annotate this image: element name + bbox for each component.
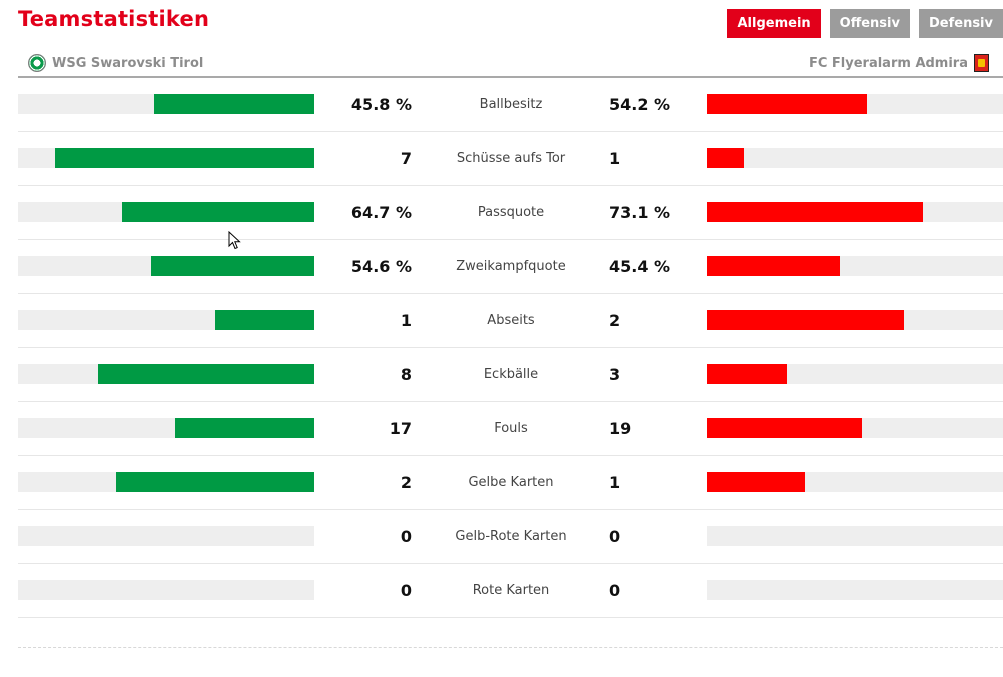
stats-tabs: Allgemein Offensiv Defensiv	[727, 9, 1003, 38]
stat-label: Passquote	[477, 205, 545, 220]
away-value: 54.2 %	[609, 95, 671, 114]
home-bar-fill	[97, 364, 314, 384]
stat-row: 2 Gelbe Karten 1	[18, 456, 1003, 510]
home-value: 64.7 %	[350, 203, 412, 222]
home-bar-track	[18, 94, 314, 114]
home-bar-track	[18, 526, 314, 546]
away-value: 0	[609, 527, 621, 546]
home-bar-fill	[121, 202, 314, 222]
home-value: 2	[400, 473, 412, 492]
home-bar-track	[18, 202, 314, 222]
stat-row: 7 Schüsse aufs Tor 1	[18, 132, 1003, 186]
away-value: 1	[609, 473, 621, 492]
tab-defensiv[interactable]: Defensiv	[918, 9, 1003, 38]
home-bar-fill	[174, 418, 314, 438]
away-bar-fill	[707, 418, 863, 438]
away-bar-fill	[707, 256, 841, 276]
home-value: 17	[389, 419, 412, 438]
home-value: 45.8 %	[350, 95, 412, 114]
stat-label: Eckbälle	[483, 367, 539, 382]
home-team: WSG Swarovski Tirol	[28, 54, 203, 72]
stat-row: 0 Gelb-Rote Karten 0	[18, 510, 1003, 564]
stat-label: Zweikampfquote	[456, 259, 566, 274]
home-value: 7	[400, 149, 412, 168]
mouse-cursor-icon	[228, 231, 241, 250]
away-bar-track	[707, 472, 1003, 492]
home-bar-fill	[55, 148, 314, 168]
away-bar-track	[707, 310, 1003, 330]
home-bar-track	[18, 580, 314, 600]
admira-crest-icon	[974, 54, 989, 72]
stats-table: 45.8 % Ballbesitz 54.2 % 7 Schüsse aufs Tor 1…	[18, 78, 1003, 618]
stat-row: 8 Eckbälle 3	[18, 348, 1003, 402]
stat-row: 1 Abseits 2	[18, 294, 1003, 348]
stat-label: Schüsse aufs Tor	[456, 151, 566, 166]
away-value: 19	[609, 419, 632, 438]
away-bar-track	[707, 256, 1003, 276]
away-value: 3	[609, 365, 621, 384]
stat-row: 45.8 % Ballbesitz 54.2 %	[18, 78, 1003, 132]
stat-label: Gelb-Rote Karten	[455, 529, 567, 544]
stat-row: 0 Rote Karten 0	[18, 564, 1003, 618]
away-bar-fill	[707, 94, 867, 114]
away-bar-fill	[707, 202, 924, 222]
team-header: WSG Swarovski Tirol FC Flyeralarm Admira	[18, 48, 1003, 78]
away-team: FC Flyeralarm Admira	[809, 54, 989, 72]
tab-allgemein[interactable]: Allgemein	[727, 9, 821, 38]
home-team-name: WSG Swarovski Tirol	[52, 55, 204, 71]
home-bar-track	[18, 310, 314, 330]
divider	[18, 647, 1003, 648]
stat-label: Gelbe Karten	[468, 475, 554, 490]
away-bar-fill	[707, 364, 787, 384]
home-value: 0	[400, 581, 412, 600]
home-value: 1	[400, 311, 412, 330]
away-bar-fill	[707, 310, 904, 330]
away-value: 2	[609, 311, 621, 330]
away-bar-track	[707, 526, 1003, 546]
stat-label: Abseits	[487, 313, 535, 328]
away-bar-fill	[707, 472, 805, 492]
stat-row: 64.7 % Passquote 73.1 %	[18, 186, 1003, 240]
home-bar-track	[18, 364, 314, 384]
home-bar-fill	[151, 256, 314, 276]
home-value: 8	[400, 365, 412, 384]
away-value: 45.4 %	[609, 257, 671, 276]
away-value: 1	[609, 149, 621, 168]
away-value: 73.1 %	[609, 203, 671, 222]
home-bar-fill	[115, 472, 314, 492]
away-bar-track	[707, 580, 1003, 600]
away-team-name: FC Flyeralarm Admira	[808, 55, 968, 71]
away-bar-track	[707, 364, 1003, 384]
page-title: Teamstatistiken	[18, 7, 210, 31]
stat-label: Rote Karten	[472, 583, 550, 598]
wsg-crest-icon	[28, 54, 46, 72]
away-bar-track	[707, 418, 1003, 438]
home-value: 54.6 %	[350, 257, 412, 276]
away-bar-track	[707, 148, 1003, 168]
home-bar-fill	[154, 94, 314, 114]
home-value: 0	[400, 527, 412, 546]
tab-offensiv[interactable]: Offensiv	[829, 9, 910, 38]
home-bar-track	[18, 472, 314, 492]
home-bar-track	[18, 418, 314, 438]
stat-row: 54.6 % Zweikampfquote 45.4 %	[18, 240, 1003, 294]
away-bar-track	[707, 94, 1003, 114]
away-bar-track	[707, 202, 1003, 222]
away-value: 0	[609, 581, 621, 600]
stat-row: 17 Fouls 19	[18, 402, 1003, 456]
stat-label: Fouls	[494, 421, 528, 436]
home-bar-fill	[214, 310, 314, 330]
stat-label: Ballbesitz	[479, 97, 543, 112]
away-bar-fill	[707, 148, 744, 168]
home-bar-track	[18, 256, 314, 276]
home-bar-track	[18, 148, 314, 168]
